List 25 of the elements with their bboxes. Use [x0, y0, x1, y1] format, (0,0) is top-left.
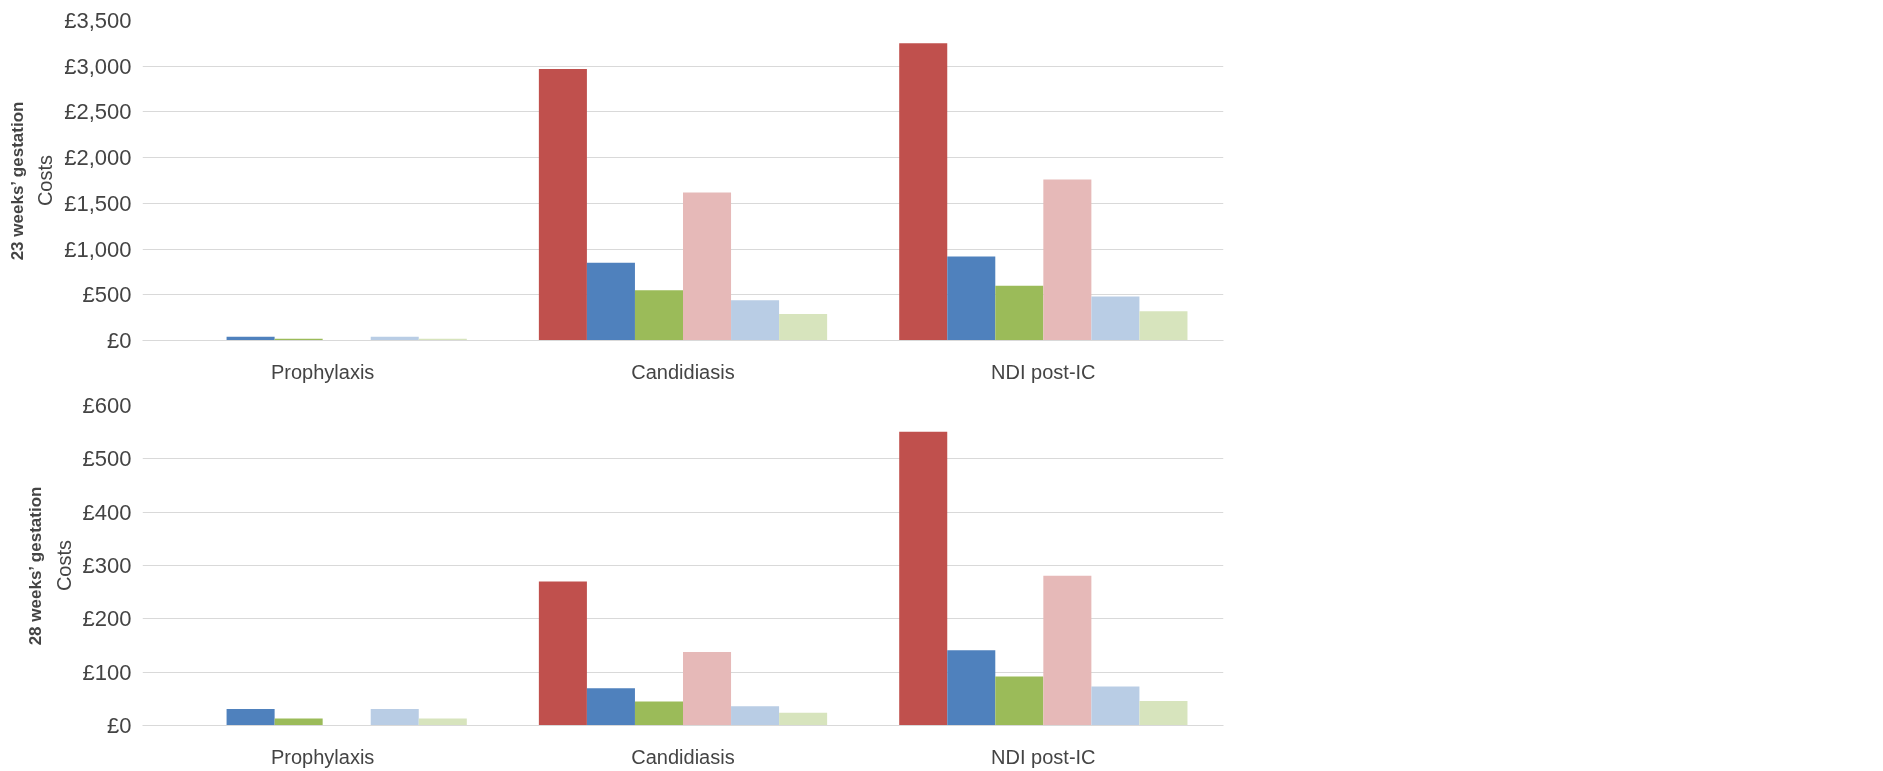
y-axis-title: Costs	[52, 539, 75, 592]
y-tick-label: £3,500	[64, 8, 132, 33]
x-tick-label: Prophylaxis	[270, 745, 375, 768]
x-tick-label: Candidiasis	[631, 360, 735, 383]
y-axis-title: Costs	[34, 154, 57, 207]
y-tick-label: £200	[82, 606, 132, 632]
x-tick-label: NDI post-IC	[991, 360, 1096, 383]
y-tick-label: £0	[107, 713, 132, 738]
y-tick-label: £400	[82, 499, 132, 525]
x-tick-label: Candidiasis	[631, 745, 735, 768]
y-tick-label: £0	[107, 328, 132, 353]
y-tick-label: £500	[82, 446, 132, 472]
x-tick-label: Prophylaxis	[270, 360, 375, 383]
y-tick-label: £1,500	[64, 190, 132, 216]
text: 23 weeks’ gestation	[7, 101, 27, 261]
x-tick-label: NDI post-IC	[991, 745, 1096, 768]
y-tick-label: £100	[82, 659, 132, 685]
y-tick-label: £2,000	[64, 145, 132, 171]
y-tick-label: £600	[82, 393, 132, 418]
y-tick-label: £1,000	[64, 236, 132, 262]
y-tick-label: £500	[82, 282, 132, 308]
text: 28 weeks’ gestation	[25, 486, 45, 646]
y-tick-label: £300	[82, 553, 132, 578]
y-tick-label: £3,000	[64, 53, 132, 79]
y-tick-label: £2,500	[64, 99, 132, 125]
